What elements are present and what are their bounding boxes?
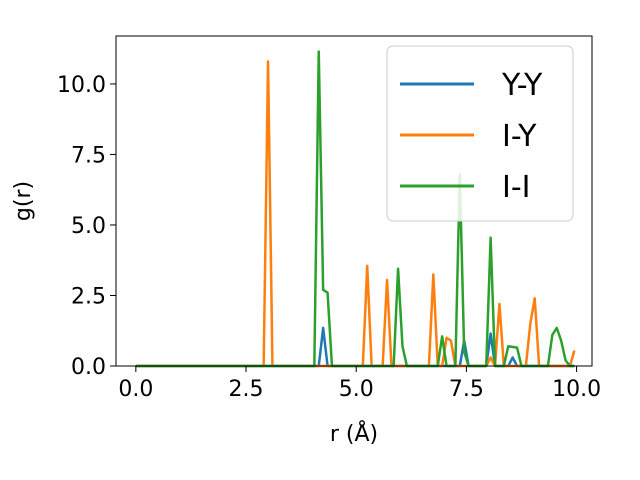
x-tick-label: 2.5 bbox=[229, 377, 264, 402]
x-axis-label: r (Å) bbox=[330, 420, 378, 447]
x-tick-label: 0.0 bbox=[118, 377, 153, 402]
legend-label-i-y: I-Y bbox=[502, 119, 537, 154]
y-tick-label: 7.5 bbox=[71, 143, 106, 168]
x-tick-label: 5.0 bbox=[339, 377, 374, 402]
legend-label-y-y: Y-Y bbox=[501, 68, 543, 103]
series-line-i-y bbox=[135, 60, 576, 368]
x-tick-label: 7.5 bbox=[449, 377, 484, 402]
y-tick-label: 10.0 bbox=[57, 73, 106, 98]
y-tick-label: 5.0 bbox=[71, 214, 106, 239]
legend-box bbox=[386, 45, 574, 222]
x-tick-label: 10.0 bbox=[552, 377, 601, 402]
y-tick-label: 0.0 bbox=[71, 355, 106, 380]
x-axis: 0.0 2.5 5.0 7.5 10.0 bbox=[118, 366, 601, 402]
y-tick-label: 2.5 bbox=[71, 284, 106, 309]
plot-frame bbox=[115, 35, 593, 367]
y-axis: 0.0 2.5 5.0 7.5 10.0 bbox=[57, 73, 116, 380]
y-axis-label: g(r) bbox=[11, 181, 36, 221]
legend: Y-Y I-Y I-I bbox=[386, 45, 574, 222]
legend-label-i-i: I-I bbox=[502, 170, 531, 205]
